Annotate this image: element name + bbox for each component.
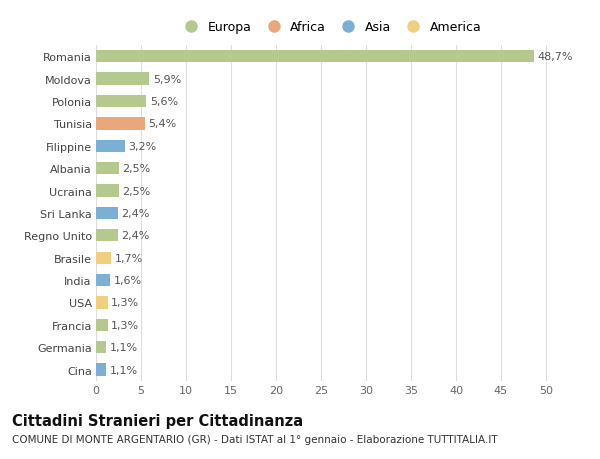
Bar xyxy=(96,118,145,130)
Bar xyxy=(96,185,119,197)
Bar xyxy=(96,140,125,152)
Bar xyxy=(96,51,534,63)
Text: 2,5%: 2,5% xyxy=(122,164,151,174)
Text: 5,6%: 5,6% xyxy=(150,97,178,107)
Bar xyxy=(96,274,110,286)
Text: Cittadini Stranieri per Cittadinanza: Cittadini Stranieri per Cittadinanza xyxy=(12,413,303,428)
Legend: Europa, Africa, Asia, America: Europa, Africa, Asia, America xyxy=(176,18,484,36)
Text: 1,6%: 1,6% xyxy=(114,275,142,285)
Text: 1,3%: 1,3% xyxy=(112,320,139,330)
Text: 1,1%: 1,1% xyxy=(110,365,137,375)
Bar xyxy=(96,364,106,376)
Bar xyxy=(96,73,149,85)
Bar xyxy=(96,319,108,331)
Text: 1,7%: 1,7% xyxy=(115,253,143,263)
Bar xyxy=(96,95,146,108)
Text: 1,1%: 1,1% xyxy=(110,342,137,353)
Text: 2,4%: 2,4% xyxy=(121,208,149,218)
Bar xyxy=(96,230,118,242)
Text: 3,2%: 3,2% xyxy=(128,141,157,151)
Text: COMUNE DI MONTE ARGENTARIO (GR) - Dati ISTAT al 1° gennaio - Elaborazione TUTTIT: COMUNE DI MONTE ARGENTARIO (GR) - Dati I… xyxy=(12,434,497,444)
Text: 2,5%: 2,5% xyxy=(122,186,151,196)
Text: 2,4%: 2,4% xyxy=(121,231,149,241)
Text: 5,4%: 5,4% xyxy=(148,119,176,129)
Bar xyxy=(96,297,108,309)
Bar xyxy=(96,207,118,219)
Bar xyxy=(96,162,119,175)
Bar xyxy=(96,252,112,264)
Text: 48,7%: 48,7% xyxy=(538,52,574,62)
Text: 1,3%: 1,3% xyxy=(112,298,139,308)
Bar xyxy=(96,341,106,353)
Text: 5,9%: 5,9% xyxy=(152,74,181,84)
